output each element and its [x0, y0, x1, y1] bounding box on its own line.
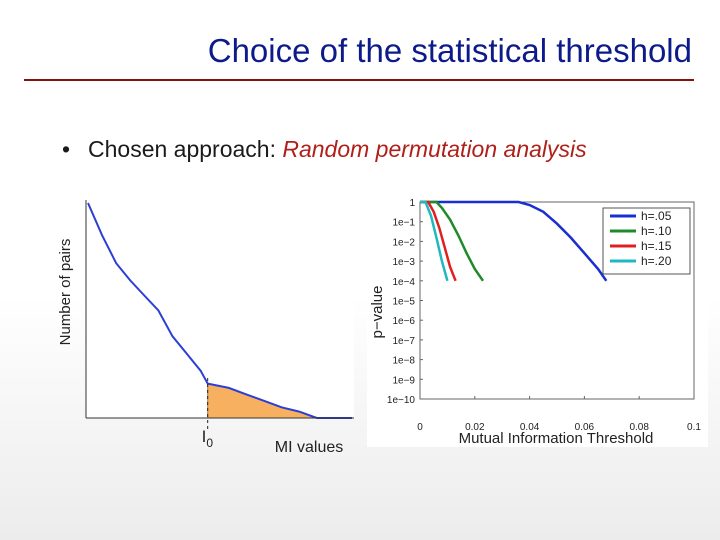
legend-entry: h=.15: [641, 239, 672, 253]
distribution-curve: [87, 202, 352, 419]
pvalue-x-tick-label: 0.06: [575, 422, 595, 433]
pvalue-x-tick-label: 0: [417, 422, 423, 433]
pvalue-y-tick-label: 1e−9: [392, 375, 415, 386]
pvalue-series-line-3: [420, 200, 457, 282]
legend-box: [602, 207, 691, 275]
pvalue-x-tick-label: 0.04: [520, 422, 540, 433]
pvalue-series-line-1: [420, 200, 608, 282]
pvalue-series-line-4: [420, 200, 449, 282]
pvalue-y-tick-label: 1e−8: [392, 356, 415, 367]
pvalue-y-ticks: 1 1e−1 1e−2 1e−3 1e−4 1e−5 1e−6 1e−7 1e−8 1e−9 1e−…: [387, 198, 423, 406]
pvalue-xlabel: Mutual Information Threshold: [459, 430, 654, 447]
distribution-chart: Number of pairs MI values I0: [57, 200, 354, 456]
legend-entry: h=.10: [641, 224, 672, 238]
pvalue-y-tick-label: 1e−4: [392, 277, 415, 288]
pvalue-y-tick-label: 1e−5: [392, 297, 415, 308]
bullet-text: Chosen approach:: [88, 136, 283, 162]
pvalue-x-ticks: 0 0.02 0.04 0.06 0.08 0.1: [417, 396, 701, 433]
bullet-emphasis: Random permutation analysis: [282, 136, 587, 162]
pvalue-chart: 1 1e−1 1e−2 1e−3 1e−4 1e−5 1e−6 1e−7 1e−8 1e−9 1e−…: [367, 193, 708, 447]
threshold-label: I0: [202, 427, 214, 450]
slide-title: Choice of the statistical threshold: [207, 32, 692, 69]
pvalue-x-tick-label: 0.08: [629, 422, 649, 433]
pvalue-y-tick-label: 1e−6: [392, 316, 415, 327]
pvalue-x-tick-label: 0.02: [465, 422, 485, 433]
pvalue-y-tick-label: 1e−1: [392, 218, 415, 229]
bullet-point: • Chosen approach: Random permutation ana…: [62, 136, 587, 163]
distribution-ylabel: Number of pairs: [57, 239, 74, 346]
pvalue-ylabel: p−value: [369, 286, 386, 339]
pvalue-y-tick-label: 1e−7: [392, 336, 415, 347]
pvalue-series-line-2: [420, 200, 485, 282]
title-rule: [24, 79, 694, 81]
pvalue-y-tick-label: 1e−3: [392, 257, 415, 268]
distribution-xlabel: MI values: [275, 439, 343, 456]
distribution-plot-area: [86, 200, 354, 418]
pvalue-y-tick-label: 1: [409, 198, 415, 209]
pvalue-series: [420, 200, 608, 282]
bullet-icon: •: [62, 136, 71, 162]
pvalue-y-tick-label: 1e−2: [392, 237, 415, 248]
legend-entry: h=.20: [641, 254, 672, 268]
pvalue-x-tick-label: 0.1: [687, 422, 701, 433]
legend-entry: h=.05: [641, 209, 672, 223]
pvalue-legend: h=.05h=.10h=.15h=.20: [602, 207, 691, 275]
pvalue-y-tick-label: 1e−10: [387, 395, 416, 406]
